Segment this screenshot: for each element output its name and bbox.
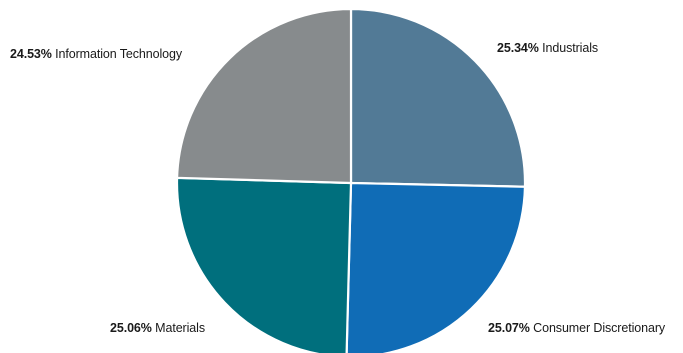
slice-name-industrials: Industrials — [542, 41, 599, 55]
slice-label-materials: 25.06% Materials — [110, 321, 205, 335]
pie-slice-information-technology — [175, 7, 353, 185]
slice-value-industrials: 25.34% — [497, 41, 539, 55]
slice-value-materials: 25.06% — [110, 321, 152, 335]
slice-name-consumer-discretionary: Consumer Discretionary — [533, 321, 666, 335]
pie-slice-industrials — [349, 7, 527, 188]
slice-label-consumer-discretionary: 25.07% Consumer Discretionary — [488, 321, 665, 335]
slice-value-information-technology: 24.53% — [10, 47, 52, 61]
slice-label-industrials: 25.34% Industrials — [497, 41, 598, 55]
slice-value-consumer-discretionary: 25.07% — [488, 321, 530, 335]
slice-label-information-technology: 24.53% Information Technology — [10, 47, 182, 61]
slice-name-information-technology: Information Technology — [55, 47, 182, 61]
slice-name-materials: Materials — [155, 321, 205, 335]
pie-slice-consumer-discretionary — [345, 181, 527, 353]
pie-slice-materials — [175, 176, 353, 353]
